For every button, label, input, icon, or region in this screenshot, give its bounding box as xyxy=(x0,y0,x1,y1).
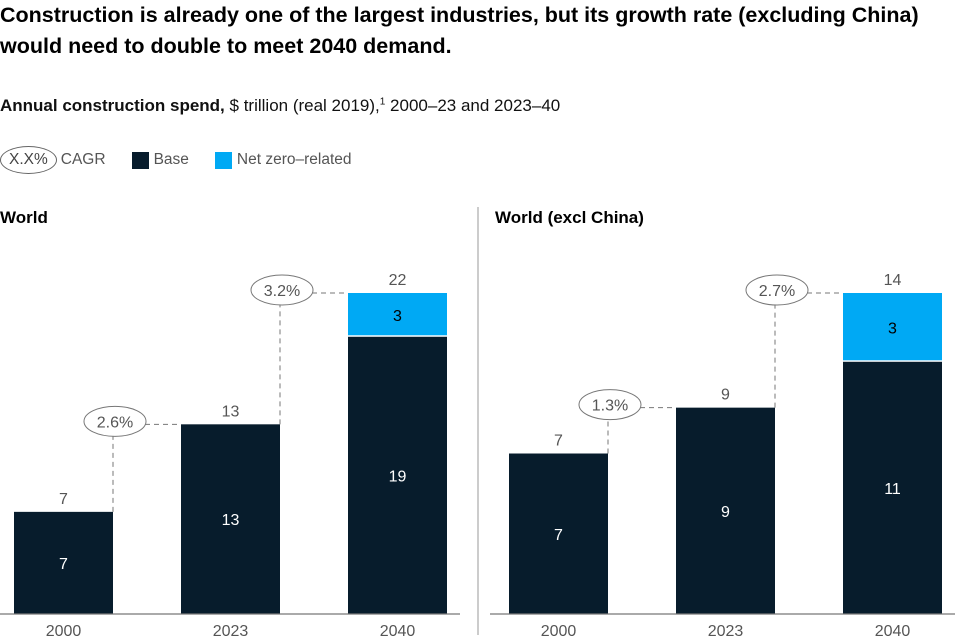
x-tick-label: 2000 xyxy=(541,623,577,640)
bar-total-label: 13 xyxy=(222,403,240,420)
cagr-label: 2.6% xyxy=(97,414,133,431)
bar-base-label: 9 xyxy=(721,504,730,521)
bar-base-2023 xyxy=(676,407,775,614)
cagr-oval xyxy=(578,389,642,421)
legend-netzero-label: Net zero–related xyxy=(236,151,352,168)
chart-title: Construction is already one of the large… xyxy=(0,3,919,58)
x-tick-label: 2023 xyxy=(708,623,744,640)
cagr-oval xyxy=(83,405,147,437)
bar-base-2000 xyxy=(509,453,608,614)
bar-total-label: 22 xyxy=(389,272,407,289)
cagr-label: 3.2% xyxy=(264,283,300,300)
chart-subtitle: Annual construction spend, $ trillion (r… xyxy=(0,96,560,116)
footnote-marker: 1 xyxy=(379,96,386,108)
legend-cagr-label: CAGR xyxy=(60,151,106,168)
bar-base-label: 7 xyxy=(554,527,563,544)
panel-title-world: World xyxy=(0,208,48,227)
bar-base-label: 7 xyxy=(59,556,68,573)
bar-total-label: 7 xyxy=(554,433,563,450)
bar-base-2023 xyxy=(181,424,280,614)
cagr-label: 1.3% xyxy=(592,398,628,415)
bar-total-label: 9 xyxy=(721,387,730,404)
cagr-oval xyxy=(250,274,314,306)
x-tick-label: 2023 xyxy=(213,623,249,640)
bar-netzero-label: 3 xyxy=(393,308,402,325)
cagr-oval xyxy=(745,274,809,306)
x-tick-label: 2040 xyxy=(380,623,416,640)
legend-cagr-oval: X.X% xyxy=(0,146,57,174)
panel-title-world-excl-china: World (excl China) xyxy=(495,208,644,227)
x-tick-label: 2000 xyxy=(46,623,82,640)
legend: X.X% CAGR Base Net zero–related xyxy=(0,146,352,174)
legend-base-swatch xyxy=(131,151,149,169)
bar-base-label: 13 xyxy=(222,512,240,529)
bar-base-label: 11 xyxy=(884,481,901,498)
bar-total-label: 14 xyxy=(884,272,902,289)
bar-base-2040 xyxy=(843,361,942,614)
legend-netzero-swatch xyxy=(214,151,232,169)
bar-base-2000 xyxy=(14,511,113,614)
bar-base-label: 19 xyxy=(389,468,407,485)
subtitle-period: 2000–23 and 2023–40 xyxy=(385,96,561,115)
subtitle-bold: Annual construction spend, xyxy=(0,96,225,115)
bar-netzero-2040 xyxy=(348,293,447,336)
bar-base-2040 xyxy=(348,336,447,614)
x-tick-label: 2040 xyxy=(875,623,911,640)
bar-netzero-2040 xyxy=(843,293,942,361)
bar-total-label: 7 xyxy=(59,491,68,508)
legend-base-label: Base xyxy=(153,151,189,168)
bar-netzero-label: 3 xyxy=(888,320,897,337)
subtitle-units: $ trillion (real 2019), xyxy=(224,96,380,115)
cagr-label: 2.7% xyxy=(759,283,795,300)
